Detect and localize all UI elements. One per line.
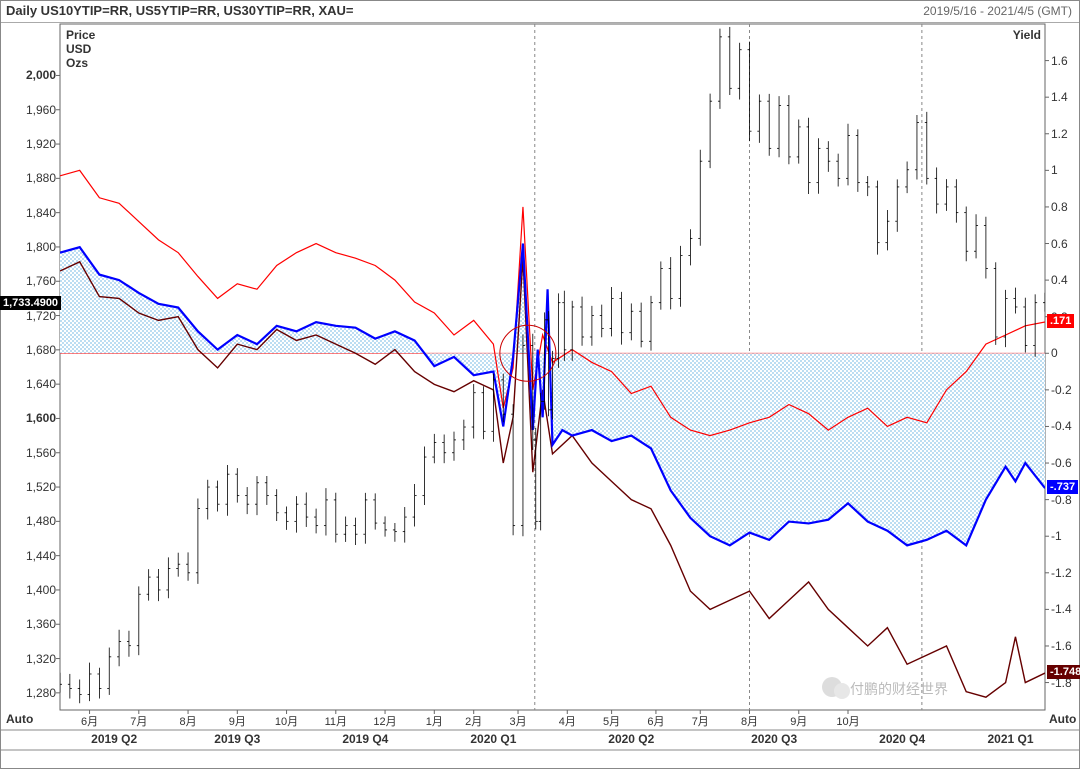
left-axis-tick: 1,480	[0, 514, 56, 528]
right-axis-tick: -0.8	[1051, 493, 1072, 507]
x-axis-month-label: 8月	[735, 713, 765, 729]
right-axis-tick: 1.2	[1051, 127, 1068, 141]
x-axis-quarter-label: 2021 Q1	[976, 732, 1046, 746]
right-axis-tick: -0.4	[1051, 419, 1072, 433]
left-axis-tick: 1,720	[0, 309, 56, 323]
x-axis-month-label: 11月	[321, 713, 351, 729]
x-axis-quarter-label: 2020 Q2	[596, 732, 666, 746]
left-axis-tick: 1,440	[0, 549, 56, 563]
right-axis-tick: -1.6	[1051, 639, 1072, 653]
right-axis-tick: -1.4	[1051, 602, 1072, 616]
left-axis-tick: 1,280	[0, 686, 56, 700]
x-axis-month-label: 6月	[75, 713, 105, 729]
right-axis-tick: 1	[1051, 163, 1058, 177]
right-axis-tick: 0.4	[1051, 273, 1068, 287]
x-axis-month-label: 6月	[641, 713, 671, 729]
left-axis-tick: 1,400	[0, 583, 56, 597]
left-axis-tick: 1,840	[0, 206, 56, 220]
left-axis-tick: 1,960	[0, 103, 56, 117]
right-axis-title: Yield	[1011, 28, 1041, 42]
x-axis-quarter-label: 2019 Q3	[202, 732, 272, 746]
left-axis-tick: 2,000	[0, 68, 56, 82]
x-axis-quarter-label: 2020 Q1	[458, 732, 528, 746]
left-axis-tick: 1,760	[0, 274, 56, 288]
x-axis-quarter-label: 2019 Q4	[330, 732, 400, 746]
x-axis-quarter-label: 2020 Q4	[867, 732, 937, 746]
left-axis-tick: 1,880	[0, 171, 56, 185]
right-axis-tick: 0.6	[1051, 237, 1068, 251]
x-axis-month-label: 9月	[222, 713, 252, 729]
x-axis-month-label: 3月	[503, 713, 533, 729]
chart-container: Daily US10YTIP=RR, US5YTIP=RR, US30YTIP=…	[0, 0, 1080, 769]
x-axis-month-label: 9月	[784, 713, 814, 729]
left-axis-current-marker: 1,733.4900	[0, 296, 61, 310]
x-axis-month-label: 8月	[173, 713, 203, 729]
x-axis-month-label: 4月	[552, 713, 582, 729]
left-axis-tick: 1,680	[0, 343, 56, 357]
right-axis-marker: -.737	[1047, 480, 1078, 494]
left-axis-tick: 1,560	[0, 446, 56, 460]
left-axis-tick: 1,520	[0, 480, 56, 494]
left-axis-tick: 1,600	[0, 411, 56, 425]
left-axis-auto: Auto	[6, 712, 33, 726]
right-axis-tick: -1.2	[1051, 566, 1072, 580]
left-axis-title: Ozs	[66, 56, 88, 70]
left-axis-title: USD	[66, 42, 91, 56]
right-axis-marker: -1.748	[1047, 665, 1080, 679]
x-axis-quarter-label: 2020 Q3	[739, 732, 809, 746]
x-axis-month-label: 1月	[419, 713, 449, 729]
left-axis-tick: 1,360	[0, 617, 56, 631]
right-axis-tick: 1.4	[1051, 90, 1068, 104]
right-axis-tick: 1.6	[1051, 54, 1068, 68]
chart-svg	[0, 0, 1080, 769]
x-axis-month-label: 10月	[833, 713, 863, 729]
x-axis-quarter-label: 2019 Q2	[79, 732, 149, 746]
right-axis-marker: .171	[1047, 314, 1074, 328]
x-axis-month-label: 12月	[370, 713, 400, 729]
right-axis-tick: -0.6	[1051, 456, 1072, 470]
right-axis-tick: 0	[1051, 346, 1058, 360]
left-axis-tick: 1,640	[0, 377, 56, 391]
right-axis-tick: 0.8	[1051, 200, 1068, 214]
left-axis-tick: 1,320	[0, 652, 56, 666]
x-axis-month-label: 2月	[459, 713, 489, 729]
x-axis-month-label: 7月	[124, 713, 154, 729]
left-axis-tick: 1,800	[0, 240, 56, 254]
right-axis-auto: Auto	[1049, 712, 1076, 726]
x-axis-month-label: 7月	[685, 713, 715, 729]
x-axis-month-label: 10月	[272, 713, 302, 729]
x-axis-month-label: 5月	[597, 713, 627, 729]
watermark-text: 付鹏的财经世界	[850, 679, 948, 699]
right-axis-tick: -1	[1051, 529, 1062, 543]
right-axis-tick: -0.2	[1051, 383, 1072, 397]
left-axis-tick: 1,920	[0, 137, 56, 151]
left-axis-title: Price	[66, 28, 95, 42]
